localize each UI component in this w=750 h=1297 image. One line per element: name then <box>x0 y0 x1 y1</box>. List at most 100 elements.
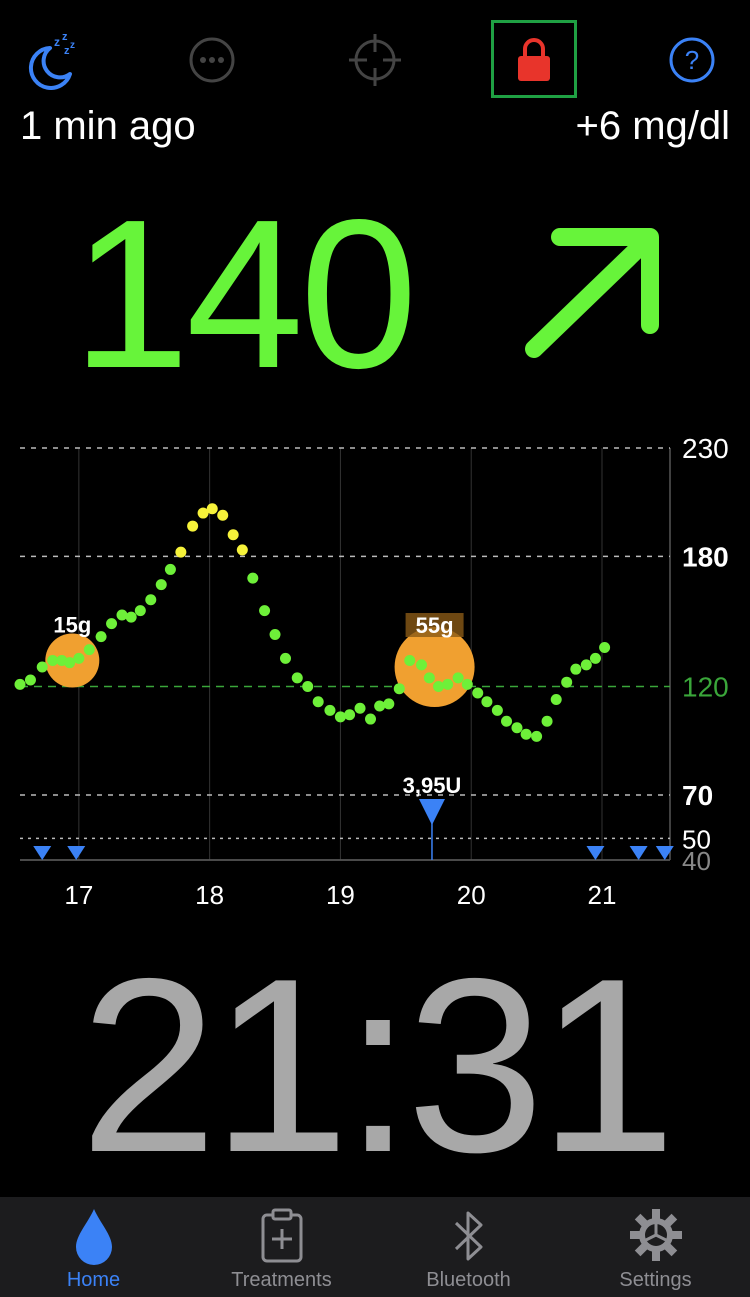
glucose-point <box>302 681 314 693</box>
glucose-point <box>187 520 199 532</box>
glucose-point <box>491 704 503 716</box>
lock-icon <box>518 38 550 81</box>
y-tick-label: 70 <box>682 780 713 811</box>
glucose-point <box>291 672 303 684</box>
reading-time-ago: 1 min ago <box>20 104 196 148</box>
glucose-point <box>206 503 218 515</box>
glucose-point <box>354 702 366 714</box>
tab-bar: Home Treatments Bluetooth <box>0 1197 750 1297</box>
tab-settings[interactable]: Settings <box>562 1197 749 1297</box>
glucose-point <box>36 661 48 673</box>
sleep-button[interactable]: z z z z <box>16 22 96 98</box>
tab-home-label: Home <box>66 1269 121 1291</box>
glucose-point <box>227 529 239 541</box>
more-button[interactable] <box>172 22 252 98</box>
glucose-point <box>125 611 137 623</box>
glucose-value: 140 <box>72 175 418 412</box>
tab-bluetooth-label: Bluetooth <box>426 1269 511 1291</box>
glucose-point <box>580 659 592 671</box>
glucose-point <box>531 730 543 742</box>
gear-icon <box>629 1209 682 1261</box>
glucose-point <box>570 663 582 675</box>
clipboard-plus-icon <box>261 1208 302 1263</box>
glucose-point <box>197 507 209 519</box>
tab-treatments[interactable]: Treatments <box>188 1197 375 1297</box>
lock-button[interactable] <box>494 22 574 98</box>
ellipsis-circle-icon <box>189 37 235 83</box>
y-tick-label: 50 <box>682 824 711 854</box>
x-tick-label: 17 <box>64 880 93 910</box>
glucose-point <box>95 631 107 643</box>
svg-text:z: z <box>70 40 75 51</box>
target-button[interactable] <box>335 22 415 98</box>
glucose-point <box>83 644 95 656</box>
glucose-point <box>433 681 445 693</box>
glucose-point <box>145 594 157 606</box>
y-tick-label: 230 <box>682 433 729 464</box>
water-drop-icon <box>75 1209 112 1265</box>
glucose-point <box>416 659 428 671</box>
x-tick-label: 18 <box>195 880 224 910</box>
bluetooth-icon <box>454 1211 482 1261</box>
glucose-point <box>47 655 59 667</box>
tab-home[interactable]: Home <box>0 1197 187 1297</box>
crosshair-icon <box>349 34 401 86</box>
glucose-point <box>217 509 229 521</box>
glucose-point <box>461 678 473 690</box>
glucose-point <box>106 618 118 630</box>
glucose-point <box>365 713 377 725</box>
carb-label-bg <box>405 613 464 638</box>
glucose-point <box>247 572 259 584</box>
glucose-point <box>324 704 336 716</box>
glucose-point <box>511 722 523 734</box>
carb-marker <box>394 627 475 708</box>
glucose-point <box>442 678 454 690</box>
glucose-point <box>481 696 493 708</box>
glucose-point <box>541 715 553 727</box>
y-tick-label: 40 <box>682 846 711 876</box>
glucose-point <box>175 546 187 558</box>
glucose-point <box>259 605 271 617</box>
carb-label: 15g <box>53 613 91 638</box>
help-button[interactable]: ? <box>652 22 732 98</box>
glucose-point <box>116 609 128 621</box>
glucose-point <box>334 711 346 723</box>
lock-highlight-frame <box>491 20 577 98</box>
tab-settings-label: Settings <box>619 1269 692 1291</box>
basal-marker <box>33 846 52 860</box>
glucose-point <box>501 715 513 727</box>
y-tick-label: 180 <box>682 541 729 572</box>
svg-text:?: ? <box>685 45 699 75</box>
carb-label: 55g <box>416 613 454 638</box>
glucose-point <box>344 709 356 721</box>
glucose-point <box>374 700 386 712</box>
glucose-point <box>164 563 176 575</box>
glucose-point <box>236 544 248 556</box>
basal-marker <box>655 846 674 860</box>
question-circle-icon: ? <box>669 37 715 83</box>
tab-treatments-label: Treatments <box>231 1269 332 1291</box>
x-tick-label: 19 <box>326 880 355 910</box>
svg-text:z: z <box>64 45 70 57</box>
glucose-point <box>24 674 36 686</box>
tab-bluetooth[interactable]: Bluetooth <box>375 1197 562 1297</box>
glucose-point <box>64 657 76 669</box>
basal-marker <box>629 846 648 860</box>
x-tick-label: 21 <box>588 880 617 910</box>
glucose-point <box>599 641 611 653</box>
glucose-point <box>472 687 484 699</box>
glucose-point <box>14 678 26 690</box>
glucose-point <box>404 655 416 667</box>
glucose-point <box>155 579 167 591</box>
glucose-point <box>73 652 85 664</box>
glucose-point <box>589 652 601 664</box>
glucose-point <box>134 605 146 617</box>
x-tick-label: 20 <box>457 880 486 910</box>
glucose-point <box>423 672 435 684</box>
glucose-point <box>383 698 395 710</box>
bolus-label: 3,95U <box>403 773 462 798</box>
glucose-point <box>561 676 573 688</box>
reading-delta: +6 mg/dl <box>575 104 730 148</box>
glucose-point <box>393 683 405 695</box>
